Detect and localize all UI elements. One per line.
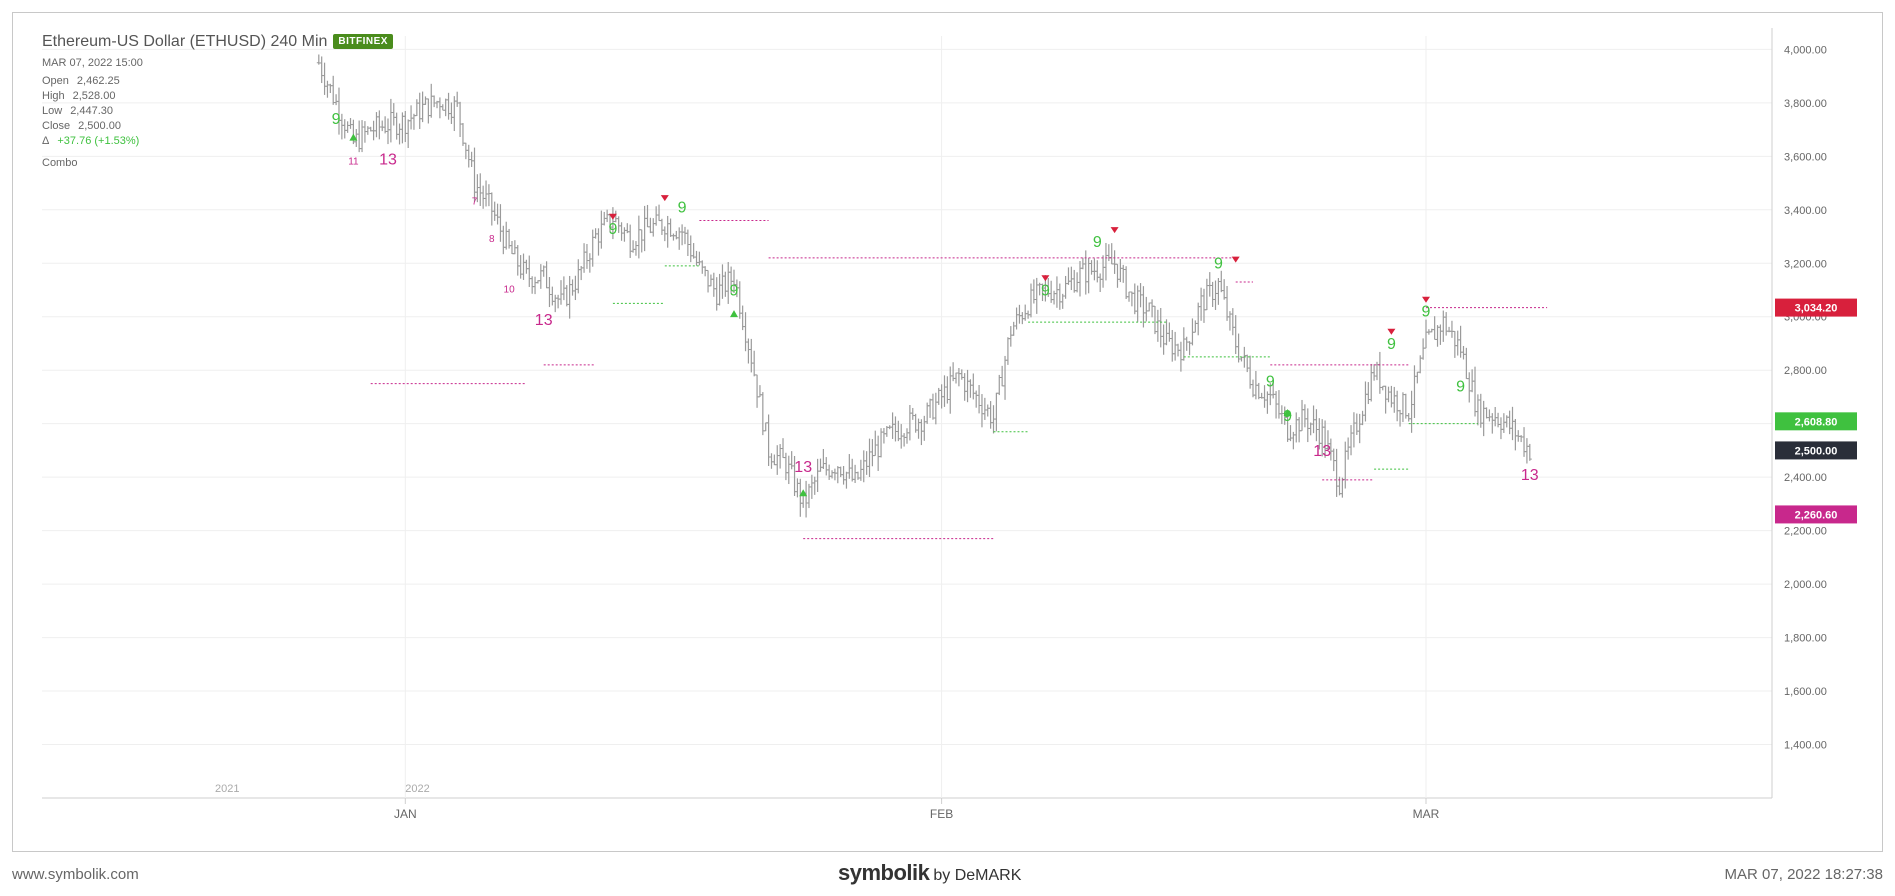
td-count-label: 13: [379, 151, 397, 168]
y-tick-label: 2,200.00: [1784, 526, 1827, 538]
symbolik-logo: symbolik by DeMARK: [838, 860, 1021, 886]
year-label: 2022: [405, 783, 429, 795]
price-tag-label: 3,034.20: [1795, 303, 1838, 315]
td-count-label: 10: [504, 285, 516, 296]
price-tag-label: 2,260.60: [1795, 509, 1838, 521]
ohlc-open: Open 2,462.25: [42, 75, 120, 87]
price-tag-label: 2,608.80: [1795, 416, 1838, 428]
exchange-badge: BITFINEX: [333, 34, 393, 49]
y-tick-label: 2,400.00: [1784, 472, 1827, 484]
sell-arrow-icon: [1422, 296, 1430, 303]
price-tag-label: 2,500.00: [1795, 445, 1838, 457]
ohlc-close: Close 2,500.00: [42, 120, 121, 132]
chart-frame: [12, 12, 1883, 852]
buy-arrow-icon: [349, 133, 358, 141]
price-tag: [1775, 441, 1857, 460]
td-count-label: 9: [730, 282, 739, 299]
ohlc-high: High 2,528.00: [42, 90, 116, 102]
y-tick-label: 3,800.00: [1784, 98, 1827, 110]
buy-arrow-icon: [730, 310, 738, 318]
y-tick-label: 2,000.00: [1784, 579, 1827, 591]
brand-name: symbolik: [838, 860, 930, 885]
y-tick-label: 4,000.00: [1784, 44, 1827, 56]
buy-arrow-icon: [799, 489, 808, 497]
x-tick-label: FEB: [930, 807, 953, 821]
x-tick-label: JAN: [394, 807, 417, 821]
td-count-label: 9: [1456, 379, 1465, 396]
brand-by: by DeMARK: [933, 867, 1022, 884]
y-tick-label: 3,200.00: [1784, 258, 1827, 270]
ohlc-low: Low 2,447.30: [42, 105, 114, 117]
indicator-label: Combo: [42, 157, 78, 169]
y-tick-label: 3,600.00: [1784, 151, 1827, 163]
price-tag: [1775, 412, 1857, 431]
price-tag: [1775, 298, 1857, 317]
sell-arrow-icon: [608, 213, 617, 220]
td-count-label: 9: [1283, 408, 1292, 425]
td-count-label: 9: [608, 221, 617, 238]
website-link[interactable]: www.symbolik.com: [12, 866, 139, 883]
sell-arrow-icon: [1041, 275, 1050, 282]
buy-arrow-icon: [1283, 408, 1292, 416]
sell-arrow-icon: [660, 195, 669, 202]
td-count-label: 9: [678, 199, 687, 216]
price-tag: [1775, 505, 1857, 524]
td-count-label: 13: [794, 459, 812, 476]
footer-timestamp: MAR 07, 2022 18:27:38: [1724, 866, 1883, 883]
chart-title: Ethereum-US Dollar (ETHUSD) 240 Min: [42, 33, 328, 50]
y-tick-label: 1,800.00: [1784, 633, 1827, 645]
year-label: 2021: [215, 783, 239, 795]
td-count-label: 9: [1387, 336, 1396, 353]
td-count-label: 13: [535, 312, 553, 329]
x-tick-label: MAR: [1413, 807, 1440, 821]
td-count-label: 9: [1093, 234, 1102, 251]
td-count-label: 11: [348, 156, 359, 167]
td-count-label: 9: [1266, 373, 1275, 390]
sell-arrow-icon: [1231, 256, 1240, 263]
y-tick-label: 3,400.00: [1784, 205, 1827, 217]
td-count-label: 13: [1313, 443, 1331, 460]
td-count-label: 8: [489, 234, 495, 245]
td-count-label: 9: [332, 111, 341, 128]
y-tick-label: 1,400.00: [1784, 740, 1827, 752]
y-tick-label: 1,600.00: [1784, 686, 1827, 698]
td-count-label: 13: [1521, 467, 1539, 484]
td-count-label: 9: [1041, 282, 1050, 299]
td-count-label: 9: [1422, 304, 1431, 321]
sell-arrow-icon: [1387, 328, 1396, 335]
sell-arrow-icon: [1110, 227, 1119, 234]
chart-header: Ethereum-US Dollar (ETHUSD) 240 Min BITFI…: [42, 33, 393, 51]
td-count-label: 7: [472, 196, 478, 207]
bar-datetime: MAR 07, 2022 15:00: [42, 57, 143, 69]
price-change: Δ +37.76 (+1.53%): [42, 135, 140, 147]
y-tick-label: 2,800.00: [1784, 365, 1827, 377]
td-count-label: 9: [1214, 256, 1223, 273]
